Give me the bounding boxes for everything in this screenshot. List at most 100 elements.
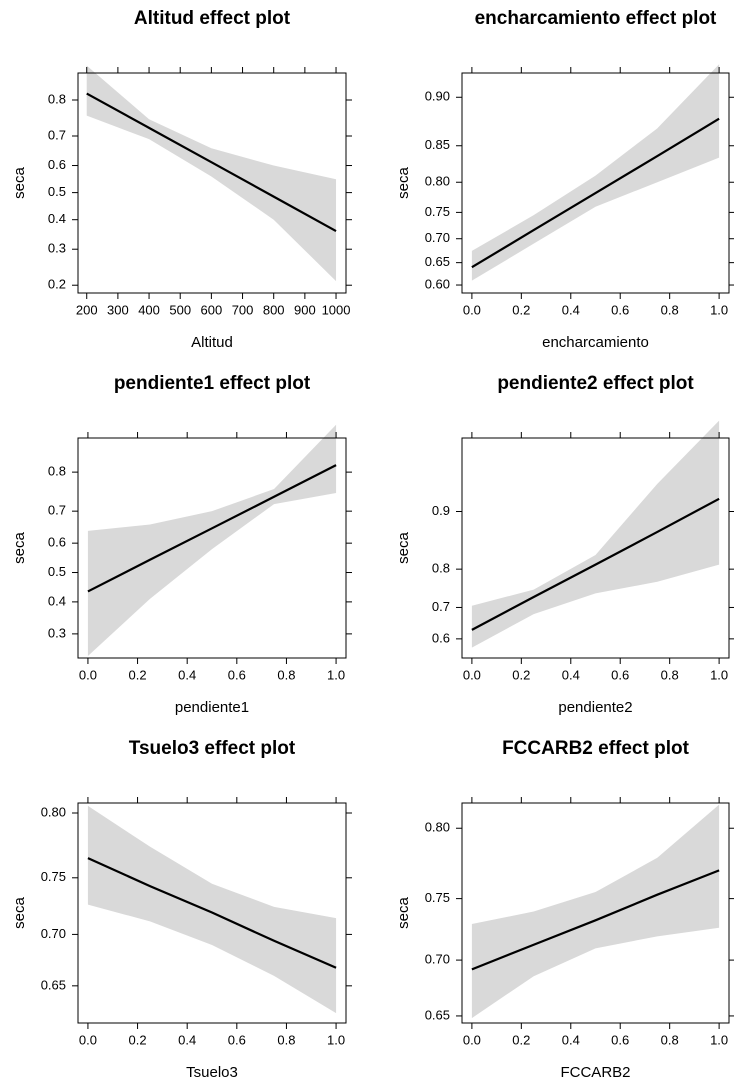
y-axis-label: seca: [395, 897, 412, 929]
x-tick-label: 0.8: [277, 667, 295, 682]
x-tick-label: 400: [138, 302, 160, 317]
y-tick-label: 0.4: [48, 211, 66, 226]
y-tick-label: 0.7: [48, 503, 66, 518]
confidence-band: [87, 805, 337, 1014]
y-tick-label: 0.70: [41, 926, 66, 941]
x-tick-label: 0.8: [661, 667, 679, 682]
confidence-band: [471, 804, 720, 1019]
panel: Tsuelo3 effect plot Tsuelo3 seca 0.0 0.2 0.4 0…: [11, 738, 352, 1081]
x-tick-label: 0.2: [129, 667, 147, 682]
x-tick-label: 200: [76, 302, 98, 317]
y-tick-label: 0.80: [41, 804, 66, 819]
plot-frame: [461, 72, 730, 294]
x-tick-label: 500: [169, 302, 191, 317]
panel-title: encharcamiento effect plot: [475, 8, 717, 29]
y-tick-label: 0.6: [48, 535, 66, 550]
y-tick-label: 0.70: [425, 230, 450, 245]
x-tick-label: 0.2: [512, 302, 530, 317]
panel: FCCARB2 effect plot FCCARB2 seca 0.0 0.2 0.4 0…: [395, 738, 734, 1081]
x-tick-label: 1.0: [710, 1032, 728, 1047]
x-tick-label: 0.6: [611, 667, 629, 682]
x-tick-label: 600: [201, 302, 223, 317]
x-tick-label: 0.4: [178, 1032, 196, 1047]
confidence-band: [87, 424, 337, 657]
x-tick-label: 900: [294, 302, 316, 317]
x-tick-label: 0.0: [463, 302, 481, 317]
x-tick-label: 1000: [322, 302, 351, 317]
panel: pendiente2 effect plot pendiente2 seca 0.0 0…: [395, 373, 734, 716]
x-axis-label: FCCARB2: [560, 1064, 630, 1081]
x-tick-label: 0.0: [463, 1032, 481, 1047]
y-axis-label: seca: [11, 897, 28, 929]
x-tick-label: 0.8: [661, 1032, 679, 1047]
y-tick-label: 0.8: [432, 561, 450, 576]
plot-frame: [461, 802, 730, 1024]
panel: Altitud effect plot Altitud seca 200 300 400 5…: [11, 8, 352, 351]
x-tick-label: 0.6: [611, 302, 629, 317]
plot-frame: [77, 802, 347, 1024]
x-tick-label: 0.0: [79, 667, 97, 682]
panel: pendiente1 effect plot pendiente1 seca 0.0 0…: [11, 373, 352, 716]
y-tick-label: 0.2: [48, 277, 66, 292]
y-tick-label: 0.4: [48, 593, 66, 608]
y-tick-label: 0.8: [48, 91, 66, 106]
y-tick-label: 0.65: [425, 1007, 450, 1022]
x-tick-label: 0.2: [512, 1032, 530, 1047]
x-tick-label: 1.0: [327, 1032, 345, 1047]
x-tick-label: 0.4: [562, 1032, 580, 1047]
x-axis-label: Tsuelo3: [186, 1064, 238, 1081]
y-tick-label: 0.6: [432, 630, 450, 645]
x-axis-label: pendiente1: [175, 699, 249, 716]
x-tick-label: 0.8: [277, 1032, 295, 1047]
panel-title: pendiente2 effect plot: [497, 373, 694, 394]
x-tick-label: 0.4: [562, 667, 580, 682]
y-tick-label: 0.85: [425, 137, 450, 152]
x-axis-label: pendiente2: [558, 699, 632, 716]
plot-frame: [77, 437, 347, 659]
confidence-band: [471, 420, 720, 648]
y-tick-label: 0.75: [425, 204, 450, 219]
y-tick-label: 0.9: [432, 503, 450, 518]
x-tick-label: 0.8: [661, 302, 679, 317]
y-tick-label: 0.7: [48, 127, 66, 142]
x-tick-label: 0.6: [228, 1032, 246, 1047]
effect-line: [471, 117, 720, 269]
y-tick-label: 0.70: [425, 952, 450, 967]
x-tick-label: 0.6: [611, 1032, 629, 1047]
x-tick-label: 0.2: [129, 1032, 147, 1047]
panel-title: Tsuelo3 effect plot: [129, 738, 296, 759]
panel-title: pendiente1 effect plot: [114, 373, 311, 394]
x-tick-label: 0.0: [463, 667, 481, 682]
plot-frame: [77, 72, 347, 294]
x-tick-label: 0.0: [79, 1032, 97, 1047]
y-tick-label: 0.5: [48, 564, 66, 579]
effect-line: [87, 464, 337, 593]
plot-frame: [461, 437, 730, 659]
y-tick-label: 0.60: [425, 276, 450, 291]
x-tick-label: 0.2: [512, 667, 530, 682]
x-tick-label: 0.4: [562, 302, 580, 317]
x-tick-label: 800: [263, 302, 285, 317]
x-tick-label: 1.0: [710, 302, 728, 317]
confidence-band: [86, 65, 337, 282]
panel: encharcamiento effect plot encharcamiento…: [395, 8, 734, 351]
y-tick-label: 0.80: [425, 820, 450, 835]
y-tick-label: 0.90: [425, 89, 450, 104]
x-tick-label: 300: [107, 302, 129, 317]
y-axis-label: seca: [395, 167, 412, 199]
y-tick-label: 0.65: [425, 254, 450, 269]
y-tick-label: 0.5: [48, 184, 66, 199]
panel-title: Altitud effect plot: [134, 8, 291, 29]
x-axis-label: encharcamiento: [542, 334, 649, 351]
effect-line: [471, 497, 720, 631]
y-tick-label: 0.3: [48, 241, 66, 256]
effect-line: [86, 92, 337, 233]
y-axis-label: seca: [11, 532, 28, 564]
y-tick-label: 0.75: [41, 869, 66, 884]
x-tick-label: 0.4: [178, 667, 196, 682]
y-tick-label: 0.8: [48, 464, 66, 479]
effect-line: [87, 857, 337, 969]
panel-title: FCCARB2 effect plot: [502, 738, 690, 759]
confidence-band: [471, 64, 720, 281]
